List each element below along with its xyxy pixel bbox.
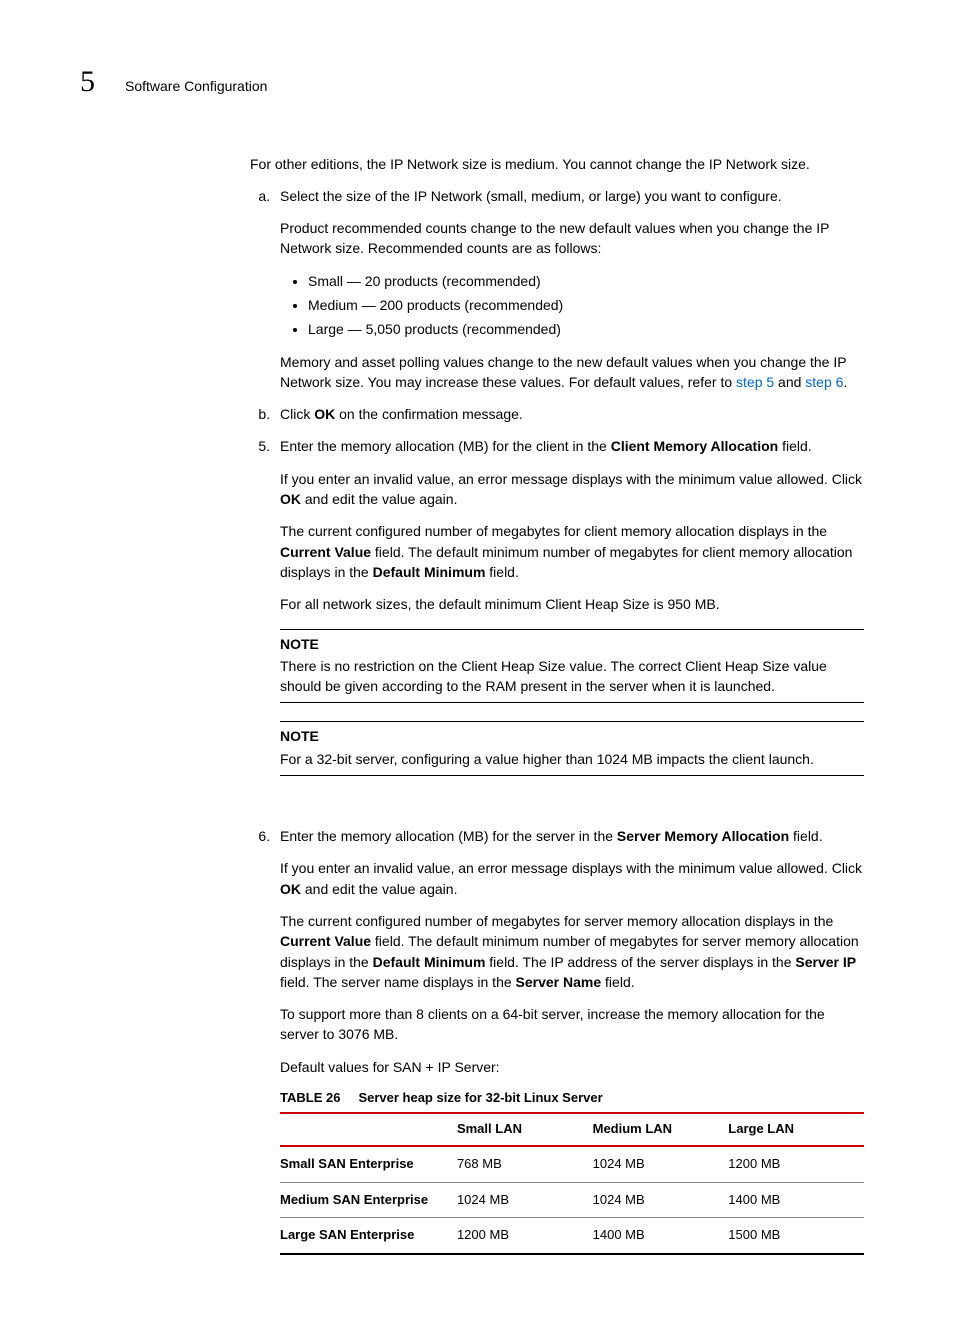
step-a: Select the size of the IP Network (small… bbox=[274, 186, 864, 392]
note-2-text: For a 32-bit server, configuring a value… bbox=[280, 751, 814, 767]
step-b-pre: Click bbox=[280, 406, 314, 422]
step6-p2-post: field. bbox=[601, 974, 634, 990]
step-a-para2: Memory and asset polling values change t… bbox=[280, 352, 864, 393]
row-label: Medium SAN Enterprise bbox=[280, 1182, 457, 1218]
row-label: Small SAN Enterprise bbox=[280, 1146, 457, 1182]
step6-p1-pre: If you enter an invalid value, an error … bbox=[280, 860, 862, 876]
step5-p1-pre: If you enter an invalid value, an error … bbox=[280, 471, 862, 487]
sub-steps-ab: Select the size of the IP Network (small… bbox=[250, 186, 864, 425]
cell: 1024 MB bbox=[457, 1182, 593, 1218]
step5-p1-bold: OK bbox=[280, 491, 301, 507]
link-step6[interactable]: step 6 bbox=[805, 374, 843, 390]
step-b: Click OK on the confirmation message. bbox=[274, 404, 864, 424]
cell: 1200 MB bbox=[457, 1218, 593, 1254]
step5-lead-bold: Client Memory Allocation bbox=[611, 438, 779, 454]
intro-paragraph: For other editions, the IP Network size … bbox=[250, 154, 864, 174]
step6-p2-b1: Current Value bbox=[280, 933, 371, 949]
table-header-row: Small LAN Medium LAN Large LAN bbox=[280, 1113, 864, 1146]
note-1-text: There is no restriction on the Client He… bbox=[280, 658, 827, 694]
note-2-label: NOTE bbox=[280, 726, 864, 746]
table-title: Server heap size for 32-bit Linux Server bbox=[358, 1090, 602, 1105]
step6-p2-mid2: field. The IP address of the server disp… bbox=[485, 954, 795, 970]
step6-p2-b2: Default Minimum bbox=[373, 954, 486, 970]
step6-lead-bold: Server Memory Allocation bbox=[617, 828, 789, 844]
heap-size-table: Small LAN Medium LAN Large LAN Small SAN… bbox=[280, 1112, 864, 1255]
th-small-lan: Small LAN bbox=[457, 1113, 593, 1146]
row-label: Large SAN Enterprise bbox=[280, 1218, 457, 1254]
step6-p2-b4: Server Name bbox=[516, 974, 602, 990]
note-2: NOTE For a 32-bit server, configuring a … bbox=[280, 721, 864, 776]
step-b-post: on the confirmation message. bbox=[335, 406, 523, 422]
step5-p2-b2: Default Minimum bbox=[373, 564, 486, 580]
step6-p1-post: and edit the value again. bbox=[301, 881, 457, 897]
step5-p3: For all network sizes, the default minim… bbox=[280, 594, 864, 614]
table-number: TABLE 26 bbox=[280, 1090, 340, 1105]
step5-p1-post: and edit the value again. bbox=[301, 491, 457, 507]
chapter-number: 5 bbox=[80, 60, 95, 104]
bullet-small: Small — 20 products (recommended) bbox=[308, 271, 864, 291]
step6-p2: The current configured number of megabyt… bbox=[280, 911, 864, 992]
step-a-mid: and bbox=[774, 374, 805, 390]
step6-lead-pre: Enter the memory allocation (MB) for the… bbox=[280, 828, 617, 844]
table-row: Small SAN Enterprise 768 MB 1024 MB 1200… bbox=[280, 1146, 864, 1182]
table-row: Medium SAN Enterprise 1024 MB 1024 MB 14… bbox=[280, 1182, 864, 1218]
cell: 1024 MB bbox=[593, 1146, 729, 1182]
step5-p2-post: field. bbox=[485, 564, 518, 580]
th-blank bbox=[280, 1113, 457, 1146]
step5-p2-b1: Current Value bbox=[280, 544, 371, 560]
cell: 1400 MB bbox=[593, 1218, 729, 1254]
step5-lead-pre: Enter the memory allocation (MB) for the… bbox=[280, 438, 611, 454]
network-size-bullets: Small — 20 products (recommended) Medium… bbox=[280, 271, 864, 340]
bullet-large: Large — 5,050 products (recommended) bbox=[308, 319, 864, 339]
cell: 1200 MB bbox=[728, 1146, 864, 1182]
step6-p2-pre: The current configured number of megabyt… bbox=[280, 913, 833, 929]
section-title: Software Configuration bbox=[125, 76, 267, 96]
step6-lead-post: field. bbox=[789, 828, 822, 844]
step6-p3: To support more than 8 clients on a 64-b… bbox=[280, 1004, 864, 1045]
step6-p1-bold: OK bbox=[280, 881, 301, 897]
th-medium-lan: Medium LAN bbox=[593, 1113, 729, 1146]
bullet-medium: Medium — 200 products (recommended) bbox=[308, 295, 864, 315]
cell: 1500 MB bbox=[728, 1218, 864, 1254]
step-a-end: . bbox=[843, 374, 847, 390]
step-a-para1: Product recommended counts change to the… bbox=[280, 218, 864, 259]
step6-p2-mid3: field. The server name displays in the bbox=[280, 974, 516, 990]
steps-5-6: Enter the memory allocation (MB) for the… bbox=[250, 436, 864, 1255]
step-5: Enter the memory allocation (MB) for the… bbox=[274, 436, 864, 814]
note-1: NOTE There is no restriction on the Clie… bbox=[280, 629, 864, 704]
cell: 1024 MB bbox=[593, 1182, 729, 1218]
step6-p4: Default values for SAN + IP Server: bbox=[280, 1057, 864, 1077]
step-b-bold: OK bbox=[314, 406, 335, 422]
link-step5[interactable]: step 5 bbox=[736, 374, 774, 390]
table-caption: TABLE 26 Server heap size for 32-bit Linu… bbox=[280, 1089, 864, 1108]
cell: 768 MB bbox=[457, 1146, 593, 1182]
step-a-lead: Select the size of the IP Network (small… bbox=[280, 188, 782, 204]
th-large-lan: Large LAN bbox=[728, 1113, 864, 1146]
page-header: 5 Software Configuration bbox=[80, 60, 864, 104]
step5-lead-post: field. bbox=[778, 438, 811, 454]
cell: 1400 MB bbox=[728, 1182, 864, 1218]
step5-p2-pre: The current configured number of megabyt… bbox=[280, 523, 827, 539]
table-row: Large SAN Enterprise 1200 MB 1400 MB 150… bbox=[280, 1218, 864, 1254]
step6-p1: If you enter an invalid value, an error … bbox=[280, 858, 864, 899]
page-content: For other editions, the IP Network size … bbox=[250, 154, 864, 1256]
note-1-label: NOTE bbox=[280, 634, 864, 654]
step5-p2: The current configured number of megabyt… bbox=[280, 521, 864, 582]
step5-p1: If you enter an invalid value, an error … bbox=[280, 469, 864, 510]
step6-p2-b3: Server IP bbox=[795, 954, 856, 970]
step-6: Enter the memory allocation (MB) for the… bbox=[274, 826, 864, 1255]
